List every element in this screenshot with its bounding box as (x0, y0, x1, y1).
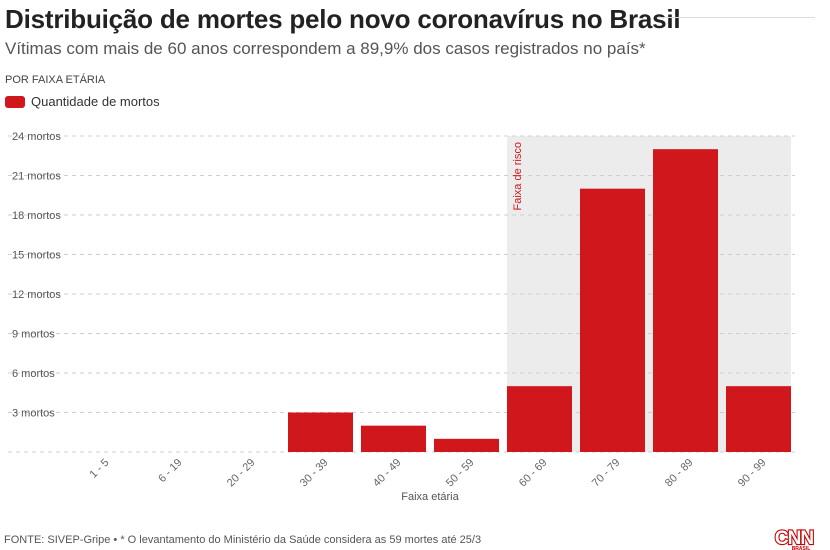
cnn-brasil-logo: CNN CNN BRASIL (772, 527, 816, 550)
y-tick-label: 9 mortos (12, 329, 55, 341)
bar (580, 188, 645, 452)
x-tick-label: 60 - 69 (517, 457, 550, 490)
x-tick-label: 6 - 19 (156, 457, 184, 485)
y-tick-label: 15 mortos (12, 250, 61, 262)
section-label: POR FAIXA ETÁRIA (5, 74, 106, 86)
y-tick-label: 18 mortos (12, 210, 61, 222)
x-axis-title: Faixa etária (401, 491, 459, 503)
y-tick-label: 6 mortos (12, 368, 55, 380)
legend-swatch (5, 95, 25, 108)
y-tick-label: 24 mortos (12, 131, 61, 143)
bar (507, 386, 572, 452)
x-tick-label: 1 - 5 (88, 457, 112, 481)
svg-text:BRASIL: BRASIL (792, 546, 811, 550)
bar (434, 438, 499, 452)
x-tick-label: 70 - 79 (590, 457, 623, 490)
y-tick-label: 3 mortos (12, 408, 55, 420)
x-tick-label: 40 - 49 (371, 457, 404, 490)
bar (726, 386, 791, 452)
svg-text:CNN: CNN (775, 528, 813, 549)
x-tick-label: 50 - 59 (444, 457, 477, 490)
y-tick-label: 21 mortos (12, 171, 61, 183)
x-tick-label: 90 - 99 (736, 457, 769, 490)
x-tick-label: 20 - 29 (225, 457, 258, 490)
bar (653, 149, 718, 452)
bar (361, 425, 426, 452)
bar (288, 412, 353, 452)
footer-source: FONTE: SIVEP-Gripe • * O levantamento do… (4, 534, 482, 546)
legend: Quantidade de mortos (5, 94, 160, 109)
legend-label: Quantidade de mortos (31, 94, 160, 109)
y-tick-label: 12 mortos (12, 289, 61, 301)
chart-title: Distribuição de mortes pelo novo coronav… (5, 4, 681, 34)
x-tick-label: 30 - 39 (298, 457, 331, 490)
risk-zone-label: Faixa de risco (512, 142, 524, 210)
title-rule (657, 17, 815, 18)
svg-text:CNN: CNN (775, 528, 813, 549)
x-tick-label: 80 - 89 (663, 457, 696, 490)
chart-subtitle: Vítimas com mais de 60 anos correspondem… (5, 39, 646, 58)
